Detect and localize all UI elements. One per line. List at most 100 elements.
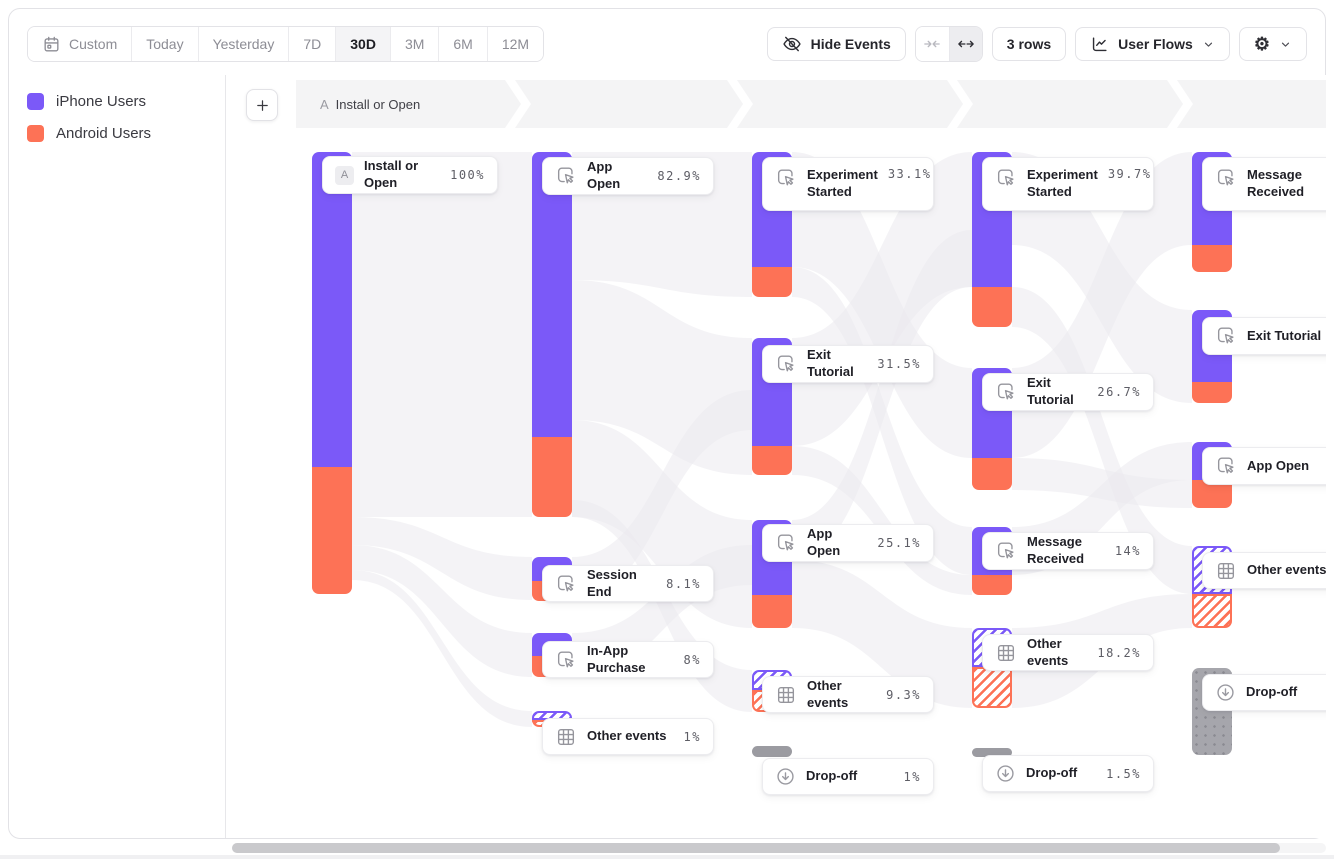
grid-icon: [1215, 560, 1237, 582]
flow-node-card-other-events[interactable]: Other events 1%: [542, 718, 714, 755]
collapse-expand-toggle: [914, 26, 983, 62]
flow-node-card-drop-off[interactable]: Drop-off 1%: [762, 758, 934, 795]
grid-icon: [995, 642, 1017, 664]
date-range-label: 7D: [303, 36, 322, 52]
date-range-group: Custom Today Yesterday 7D 30D 3M 6M 12M: [27, 26, 545, 62]
grid-icon: [555, 726, 577, 748]
step-title: Install or Open: [335, 96, 421, 112]
node-percent: 8%: [683, 652, 701, 667]
node-percent: 1.5%: [1106, 766, 1141, 781]
date-range-12m[interactable]: 12M: [487, 27, 544, 61]
legend-item-1[interactable]: Android Users: [27, 125, 151, 142]
flow-node-bar-experiment-started[interactable]: [972, 287, 1012, 327]
rows-button[interactable]: 3 rows: [991, 27, 1067, 61]
flow-node-card-experiment-started[interactable]: Experiment Started 33.1%: [762, 157, 934, 211]
event-icon: [775, 167, 797, 189]
flow-node-card-drop-off[interactable]: Drop-off 1.5%: [982, 755, 1154, 792]
chevron-down-icon: [1279, 38, 1292, 51]
flow-node-card-other-events[interactable]: Other events: [1202, 552, 1326, 589]
event-icon: [555, 649, 577, 671]
expand-columns-button[interactable]: [948, 27, 982, 61]
flow-node-card-session-end[interactable]: Session End 8.1%: [542, 565, 714, 602]
add-step-button[interactable]: [246, 89, 278, 121]
flow-node-bar-message-received[interactable]: [1192, 245, 1232, 272]
date-range-label: 12M: [501, 36, 530, 52]
horizontal-scrollbar-track[interactable]: [232, 843, 1326, 853]
flow-node-bar-install-or-open[interactable]: [312, 467, 352, 594]
flow-node-card-app-open[interactable]: App Open 82.9%: [542, 157, 714, 195]
date-range-label: 3M: [404, 36, 425, 52]
date-range-label: 6M: [453, 36, 473, 52]
grid-icon: [775, 684, 797, 706]
flow-node-card-install-or-open[interactable]: A Install or Open 100%: [322, 156, 498, 194]
event-icon: [995, 381, 1017, 403]
flow-node-card-message-received[interactable]: Message Received 14%: [982, 532, 1154, 570]
date-range-custom[interactable]: Custom: [28, 27, 133, 61]
flow-node-bar-app-open[interactable]: [752, 595, 792, 628]
flow-canvas: A Install or Open A Install or Open 100% App …: [226, 75, 1326, 838]
node-label: Drop-off: [1246, 684, 1298, 700]
collapse-columns-button[interactable]: [915, 27, 949, 61]
node-label: Drop-off: [806, 768, 858, 784]
flow-node-card-drop-off[interactable]: Drop-off: [1202, 674, 1326, 711]
node-percent: 8.1%: [666, 576, 701, 591]
step-chevron-separator: [505, 80, 531, 133]
horizontal-scrollbar-thumb[interactable]: [232, 843, 1280, 853]
flow-node-card-in-app-purchase[interactable]: In-App Purchase 8%: [542, 641, 714, 678]
node-percent: 100%: [450, 168, 485, 182]
flow-node-card-app-open[interactable]: App Open: [1202, 447, 1326, 485]
node-percent: 39.7%: [1107, 167, 1152, 181]
flow-node-bar-exit-tutorial[interactable]: [752, 446, 792, 475]
legend-swatch: [27, 93, 44, 110]
flow-node-bar-experiment-started[interactable]: [752, 267, 792, 297]
legend: iPhone Users Android Users: [27, 93, 151, 142]
step-chevron-separator: [727, 80, 753, 133]
date-range-yesterday[interactable]: Yesterday: [198, 27, 290, 61]
event-icon: [555, 165, 577, 187]
node-label: App Open: [587, 159, 621, 191]
node-label: Message Received: [1247, 167, 1305, 199]
node-label: Other events: [1027, 635, 1069, 668]
flow-node-card-exit-tutorial[interactable]: Exit Tutorial 31.5%: [762, 345, 934, 383]
flow-node-card-app-open[interactable]: App Open 25.1%: [762, 524, 934, 562]
flow-node-card-exit-tutorial[interactable]: Exit Tutorial 26.7%: [982, 373, 1154, 411]
step-chevron-separator: [1167, 80, 1193, 133]
expand-icon: [957, 35, 975, 53]
node-label: Experiment Started: [1027, 167, 1098, 199]
step-header-band[interactable]: A Install or Open: [296, 80, 1326, 128]
date-range-7d[interactable]: 7D: [289, 27, 337, 61]
date-range-3m[interactable]: 3M: [390, 27, 440, 61]
date-range-30d[interactable]: 30D: [336, 27, 391, 61]
flow-node-bar-app-open[interactable]: [532, 152, 572, 437]
node-percent: 82.9%: [657, 169, 701, 183]
flow-node-bar-exit-tutorial[interactable]: [1192, 382, 1232, 403]
flow-node-bar-drop-off[interactable]: [752, 746, 792, 757]
hide-events-button[interactable]: Hide Events: [766, 27, 906, 61]
view-selector-dropdown[interactable]: User Flows: [1075, 27, 1230, 61]
flow-node-card-experiment-started[interactable]: Experiment Started 39.7%: [982, 157, 1154, 211]
step-prefix-badge: A: [320, 96, 329, 112]
node-percent: 26.7%: [1097, 385, 1141, 399]
flow-node-card-exit-tutorial[interactable]: Exit Tutorial: [1202, 317, 1326, 355]
flow-node-bar-message-received[interactable]: [972, 575, 1012, 595]
node-label: In-App Purchase: [587, 642, 646, 675]
event-icon: [995, 167, 1017, 189]
settings-dropdown[interactable]: ⚙: [1238, 27, 1307, 61]
step-header-label: A Install or Open: [320, 80, 420, 128]
flow-node-bar-other-events[interactable]: [1192, 594, 1232, 628]
flow-node-bar-exit-tutorial[interactable]: [972, 458, 1012, 490]
date-range-6m[interactable]: 6M: [439, 27, 488, 61]
flow-node-card-message-received[interactable]: Message Received: [1202, 157, 1326, 211]
flow-node-bar-app-open[interactable]: [532, 437, 572, 517]
flow-node-bar-other-events[interactable]: [972, 667, 1012, 708]
date-range-today[interactable]: Today: [132, 27, 199, 61]
flow-node-card-other-events[interactable]: Other events 18.2%: [982, 634, 1154, 671]
node-label: Session End: [587, 566, 637, 599]
flow-node-bar-install-or-open[interactable]: [312, 152, 352, 467]
node-percent: 14%: [1114, 544, 1141, 558]
flow-node-bar-drop-off[interactable]: [972, 748, 1012, 757]
legend-label: Android Users: [56, 125, 152, 142]
flow-node-card-other-events[interactable]: Other events 9.3%: [762, 676, 934, 713]
legend-item-0[interactable]: iPhone Users: [27, 93, 151, 110]
node-label: Exit Tutorial: [807, 347, 854, 379]
